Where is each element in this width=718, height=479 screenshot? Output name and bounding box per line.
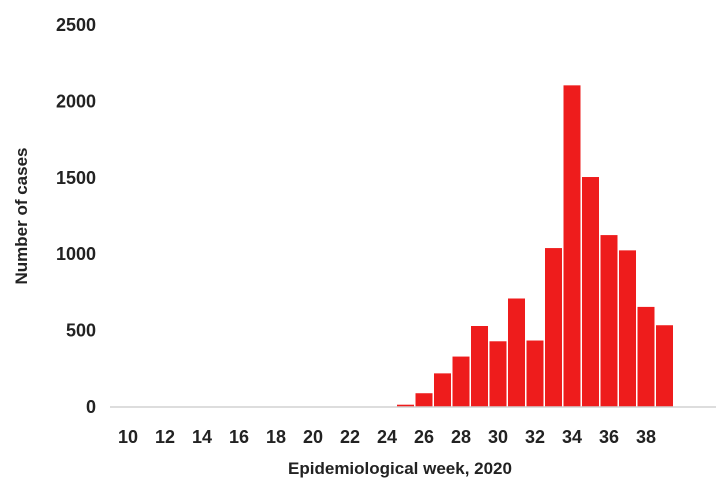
x-tick-label: 20 <box>303 427 323 447</box>
bars <box>155 83 675 408</box>
bar <box>654 323 675 408</box>
bar <box>580 175 601 408</box>
x-tick-label: 24 <box>377 427 397 447</box>
bar <box>543 246 564 408</box>
x-tick-label: 26 <box>414 427 434 447</box>
x-axis-title: Epidemiological week, 2020 <box>288 459 512 478</box>
bar <box>451 355 471 408</box>
bar <box>599 233 619 408</box>
bar <box>506 296 527 408</box>
bar <box>469 324 490 408</box>
y-tick-label: 1500 <box>56 168 96 188</box>
bar <box>432 371 453 408</box>
x-tick-label: 12 <box>155 427 175 447</box>
x-tick-label: 38 <box>636 427 656 447</box>
bar <box>636 305 656 408</box>
y-tick-label: 1000 <box>56 244 96 264</box>
x-tick-label: 28 <box>451 427 471 447</box>
x-tick-label: 16 <box>229 427 249 447</box>
bar <box>562 83 582 408</box>
x-tick-label: 32 <box>525 427 545 447</box>
y-axis-title: Number of cases <box>12 148 31 285</box>
y-tick-label: 2000 <box>56 91 96 111</box>
y-tick-label: 0 <box>86 397 96 417</box>
y-tick-label: 500 <box>66 321 96 341</box>
bar <box>488 339 508 408</box>
x-tick-label: 22 <box>340 427 360 447</box>
x-tick-label: 10 <box>118 427 138 447</box>
bar <box>414 391 434 408</box>
x-tick-label: 34 <box>562 427 582 447</box>
bar <box>525 339 545 408</box>
y-tick-label: 2500 <box>56 15 96 35</box>
x-axis-ticks: 10 12 14 16 18 20 22 24 26 28 30 32 34 36 38 <box>118 427 656 447</box>
x-tick-label: 18 <box>266 427 286 447</box>
bar <box>617 248 638 408</box>
x-tick-label: 14 <box>192 427 212 447</box>
x-tick-label: 30 <box>488 427 508 447</box>
x-tick-label: 36 <box>599 427 619 447</box>
y-axis-ticks: 0 500 1000 1500 2000 2500 <box>56 15 96 417</box>
